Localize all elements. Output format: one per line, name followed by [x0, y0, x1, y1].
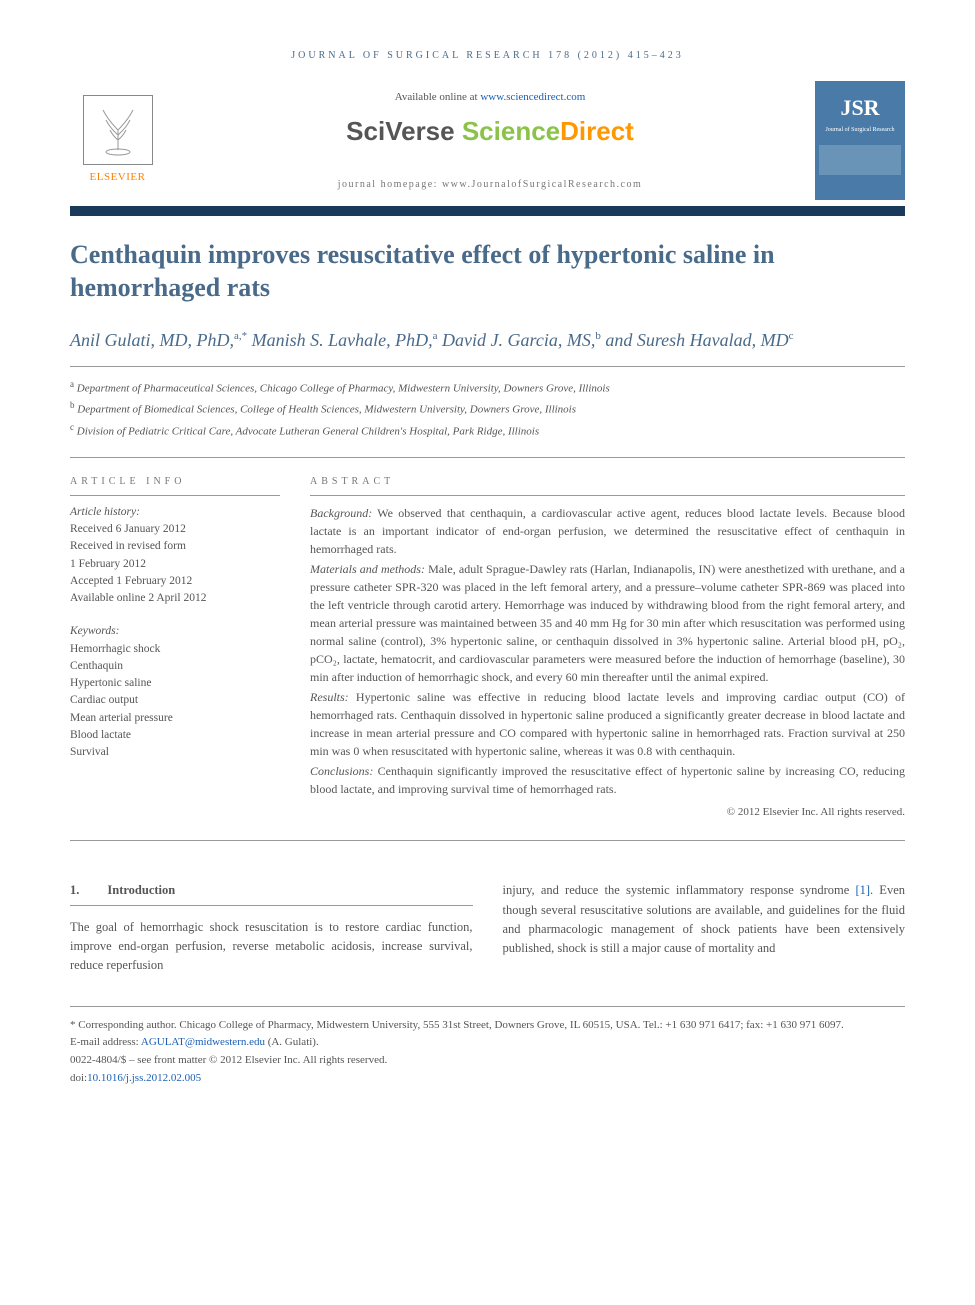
journal-header: ELSEVIER Available online at www.science… — [70, 81, 905, 200]
issn-line: 0022-4804/$ – see front matter © 2012 El… — [70, 1052, 905, 1070]
abstract-section-label: Conclusions: — [310, 764, 373, 778]
keyword-line: Centhaquin — [70, 658, 280, 675]
header-center: Available online at www.sciencedirect.co… — [165, 81, 815, 200]
article-info-column: ARTICLE INFO Article history: Received 6… — [70, 474, 280, 821]
history-line: Accepted 1 February 2012 — [70, 573, 280, 590]
abstract-section: Conclusions: Centhaquin significantly im… — [310, 762, 905, 798]
journal-homepage: journal homepage: www.JournalofSurgicalR… — [175, 177, 805, 192]
body-left-column: 1. Introduction The goal of hemorrhagic s… — [70, 881, 473, 976]
affiliation-line: a Department of Pharmaceutical Sciences,… — [70, 377, 905, 398]
journal-cover-thumbnail: JSR Journal of Surgical Research — [815, 81, 905, 200]
science-text: Science — [462, 116, 560, 146]
cover-strip — [819, 145, 901, 175]
page-footer: * Corresponding author. Chicago College … — [70, 1006, 905, 1087]
publisher-name: ELSEVIER — [90, 169, 146, 186]
history-line: Received in revised form — [70, 538, 280, 555]
divider-bar — [70, 206, 905, 216]
body-text-pre: injury, and reduce the systemic inflamma… — [503, 883, 856, 897]
affiliation-line: b Department of Biomedical Sciences, Col… — [70, 398, 905, 419]
abstract-section: Background: We observed that centhaquin,… — [310, 504, 905, 558]
abstract-section: Materials and methods: Male, adult Sprag… — [310, 560, 905, 686]
doi-line: doi:10.1016/j.jss.2012.02.005 — [70, 1070, 905, 1088]
body-columns: 1. Introduction The goal of hemorrhagic s… — [70, 881, 905, 976]
corr-text: Chicago College of Pharmacy, Midwestern … — [177, 1019, 844, 1031]
keyword-line: Hypertonic saline — [70, 675, 280, 692]
email-link[interactable]: AGULAT@midwestern.edu — [141, 1036, 265, 1048]
abstract-section-text: Hypertonic saline was effective in reduc… — [310, 690, 905, 758]
cover-abbrev: JSR — [840, 91, 879, 124]
body-right-column: injury, and reduce the systemic inflamma… — [503, 881, 906, 976]
doi-label: doi: — [70, 1072, 87, 1084]
abstract-section: Results: Hypertonic saline was effective… — [310, 688, 905, 760]
publisher-logo: ELSEVIER — [70, 81, 165, 200]
keyword-line: Cardiac output — [70, 692, 280, 709]
abstract-section-text: We observed that centhaquin, a cardiovas… — [310, 506, 905, 556]
available-text: Available online at — [395, 91, 481, 103]
abstract-section-label: Materials and methods: — [310, 562, 425, 576]
citation-link[interactable]: [1] — [855, 883, 870, 897]
elsevier-tree-icon — [83, 95, 153, 165]
keywords-block: Keywords: Hemorrhagic shockCenthaquinHyp… — [70, 623, 280, 761]
section-title-text: Introduction — [107, 883, 175, 897]
abstract-heading: ABSTRACT — [310, 474, 905, 496]
article-info-heading: ARTICLE INFO — [70, 474, 280, 496]
abstract-section-text: Male, adult Sprague-Dawley rats (Harlan,… — [310, 562, 905, 684]
body-paragraph: The goal of hemorrhagic shock resuscitat… — [70, 918, 473, 976]
article-title: Centhaquin improves resuscitative effect… — [70, 238, 905, 306]
section-number: 1. — [70, 883, 79, 897]
history-label: Article history: — [70, 504, 280, 521]
email-name: (A. Gulati). — [265, 1036, 319, 1048]
email-line: E-mail address: AGULAT@midwestern.edu (A… — [70, 1034, 905, 1052]
keywords-label: Keywords: — [70, 623, 280, 640]
abstract-section-label: Background: — [310, 506, 372, 520]
history-line: Received 6 January 2012 — [70, 521, 280, 538]
affiliation-line: c Division of Pediatric Critical Care, A… — [70, 420, 905, 441]
article-history-block: Article history: Received 6 January 2012… — [70, 504, 280, 608]
copyright-line: © 2012 Elsevier Inc. All rights reserved… — [310, 804, 905, 821]
history-line: Available online 2 April 2012 — [70, 590, 280, 607]
sciencedirect-link[interactable]: www.sciencedirect.com — [480, 91, 585, 103]
keyword-line: Mean arterial pressure — [70, 710, 280, 727]
keyword-line: Blood lactate — [70, 727, 280, 744]
affiliations: a Department of Pharmaceutical Sciences,… — [70, 377, 905, 458]
abstract-section-label: Results: — [310, 690, 349, 704]
abstract-section-text: Centhaquin significantly improved the re… — [310, 764, 905, 796]
cover-subtitle: Journal of Surgical Research — [825, 126, 894, 135]
corresponding-author: * Corresponding author. Chicago College … — [70, 1017, 905, 1035]
keyword-line: Hemorrhagic shock — [70, 641, 280, 658]
history-line: 1 February 2012 — [70, 556, 280, 573]
available-online-line: Available online at www.sciencedirect.co… — [175, 89, 805, 106]
section-heading: 1. Introduction — [70, 881, 473, 905]
author-list: Anil Gulati, MD, PhD,a,* Manish S. Lavha… — [70, 327, 905, 367]
direct-text: Direct — [560, 116, 634, 146]
keyword-line: Survival — [70, 744, 280, 761]
sciverse-text: SciVerse — [346, 116, 462, 146]
corr-label: * Corresponding author. — [70, 1019, 177, 1031]
abstract-column: ABSTRACT Background: We observed that ce… — [310, 474, 905, 821]
doi-link[interactable]: 10.1016/j.jss.2012.02.005 — [87, 1072, 201, 1084]
body-paragraph: injury, and reduce the systemic inflamma… — [503, 881, 906, 959]
email-label: E-mail address: — [70, 1036, 141, 1048]
sciverse-logo: SciVerse ScienceDirect — [175, 112, 805, 151]
running-head: JOURNAL OF SURGICAL RESEARCH 178 (2012) … — [70, 48, 905, 63]
